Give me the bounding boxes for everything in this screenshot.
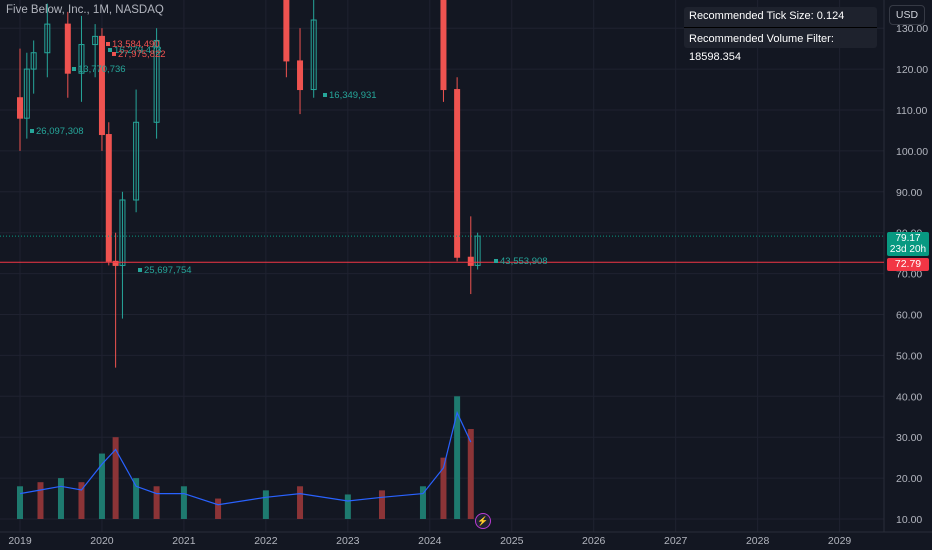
- volume-bar: [153, 486, 160, 519]
- volume-label-text: 13,584,490: [112, 39, 160, 50]
- price-tick-label: 70.00: [896, 269, 922, 281]
- time-tick-label: 2019: [8, 535, 32, 547]
- level-price-tag: 72.79: [887, 258, 929, 271]
- time-tick-label: 2023: [336, 535, 360, 547]
- candle-body: [440, 0, 447, 91]
- time-tick-label: 2021: [172, 535, 196, 547]
- volume-bar: [98, 453, 105, 519]
- volume-label-text: 16,279,473: [114, 45, 162, 56]
- chart-title: Five Below, Inc., 1M, NASDAQ: [6, 4, 164, 16]
- volume-label-marker: [106, 42, 110, 46]
- volume-bar: [378, 490, 385, 519]
- volume-label-marker: [138, 268, 142, 272]
- price-tick-label: 40.00: [896, 391, 922, 403]
- volume-label-text: 43,553,908: [500, 256, 548, 267]
- time-tick-label: 2024: [418, 535, 442, 547]
- time-tick-label: 2026: [582, 535, 606, 547]
- recommendation-box: Recommended Tick Size: 0.124 Recommended…: [684, 7, 877, 63]
- volume-bar: [57, 478, 64, 519]
- volume-filter-text: Recommended Volume Filter: 18598.354: [689, 33, 834, 63]
- price-tick-label: 20.00: [896, 473, 922, 485]
- info-divider: [684, 27, 877, 28]
- price-tick-label: 50.00: [896, 350, 922, 362]
- volume-bar: [262, 490, 269, 519]
- volume-label-text: 13,770,736: [78, 64, 126, 75]
- candle-body: [17, 97, 23, 119]
- current-price-value: 79.17: [895, 233, 921, 244]
- candle-body: [112, 260, 119, 266]
- price-tick-label: 60.00: [896, 310, 922, 322]
- price-tick-label: 130.00: [896, 23, 928, 35]
- candle-body: [44, 23, 51, 54]
- volume-bar: [133, 478, 140, 519]
- volume-label-text: 25,697,754: [144, 265, 192, 276]
- price-tick-label: 120.00: [896, 64, 928, 76]
- candle-body: [119, 199, 126, 266]
- tick-size-text: Recommended Tick Size: 0.124: [689, 10, 845, 22]
- volume-bar: [419, 486, 426, 519]
- volume-label-marker: [72, 67, 76, 71]
- candle-body: [105, 134, 112, 262]
- volume-bar: [297, 486, 304, 519]
- time-tick-label: 2022: [254, 535, 278, 547]
- volume-bar: [215, 498, 222, 519]
- candle-body: [153, 39, 160, 123]
- price-tick-label: 90.00: [896, 187, 922, 199]
- volume-bar: [440, 457, 447, 519]
- time-tick-label: 2020: [90, 535, 114, 547]
- volume-bar: [37, 482, 44, 519]
- price-tick-label: 100.00: [896, 146, 928, 158]
- candle-body: [64, 23, 71, 74]
- price-tick-label: 110.00: [896, 105, 927, 117]
- candle-body: [454, 89, 461, 258]
- price-tick-label: 30.00: [896, 432, 922, 444]
- candle-body: [92, 35, 99, 46]
- volume-bar: [78, 482, 85, 519]
- volume-ma-line: [19, 410, 472, 506]
- candle-body: [310, 19, 317, 91]
- lightning-icon[interactable]: ⚡: [475, 513, 491, 529]
- volume-label-text: 27,975,822: [118, 49, 166, 60]
- time-tick-label: 2029: [828, 535, 852, 547]
- volume-bar: [467, 429, 474, 519]
- candle-body: [98, 35, 105, 136]
- time-tick-label: 2027: [664, 535, 688, 547]
- candle-body: [78, 44, 85, 74]
- current-price-tag: 79.17 23d 20h: [887, 232, 929, 256]
- candle-body: [133, 121, 140, 201]
- currency-button[interactable]: USD: [889, 5, 925, 25]
- volume-bar: [344, 494, 351, 519]
- candle-body: [297, 60, 304, 91]
- volume-label-marker: [30, 129, 34, 133]
- candle-body: [23, 68, 30, 119]
- volume-bar: [17, 486, 23, 519]
- time-tick-label: 2025: [500, 535, 524, 547]
- volume-label-marker: [112, 52, 116, 56]
- price-tick-label: 10.00: [896, 514, 922, 526]
- volume-bar: [454, 396, 461, 519]
- bar-countdown: 23d 20h: [889, 244, 927, 255]
- volume-label-marker: [323, 93, 327, 97]
- volume-label-text: 16,349,931: [329, 90, 377, 101]
- volume-bar: [112, 437, 119, 519]
- candle-body: [467, 256, 474, 266]
- time-tick-label: 2028: [746, 535, 770, 547]
- volume-label-text: 26,097,308: [36, 126, 84, 137]
- volume-label-marker: [494, 259, 498, 263]
- candle-body: [30, 52, 37, 70]
- volume-bar: [180, 486, 187, 519]
- volume-label-marker: [108, 48, 112, 52]
- candle-body: [283, 0, 290, 62]
